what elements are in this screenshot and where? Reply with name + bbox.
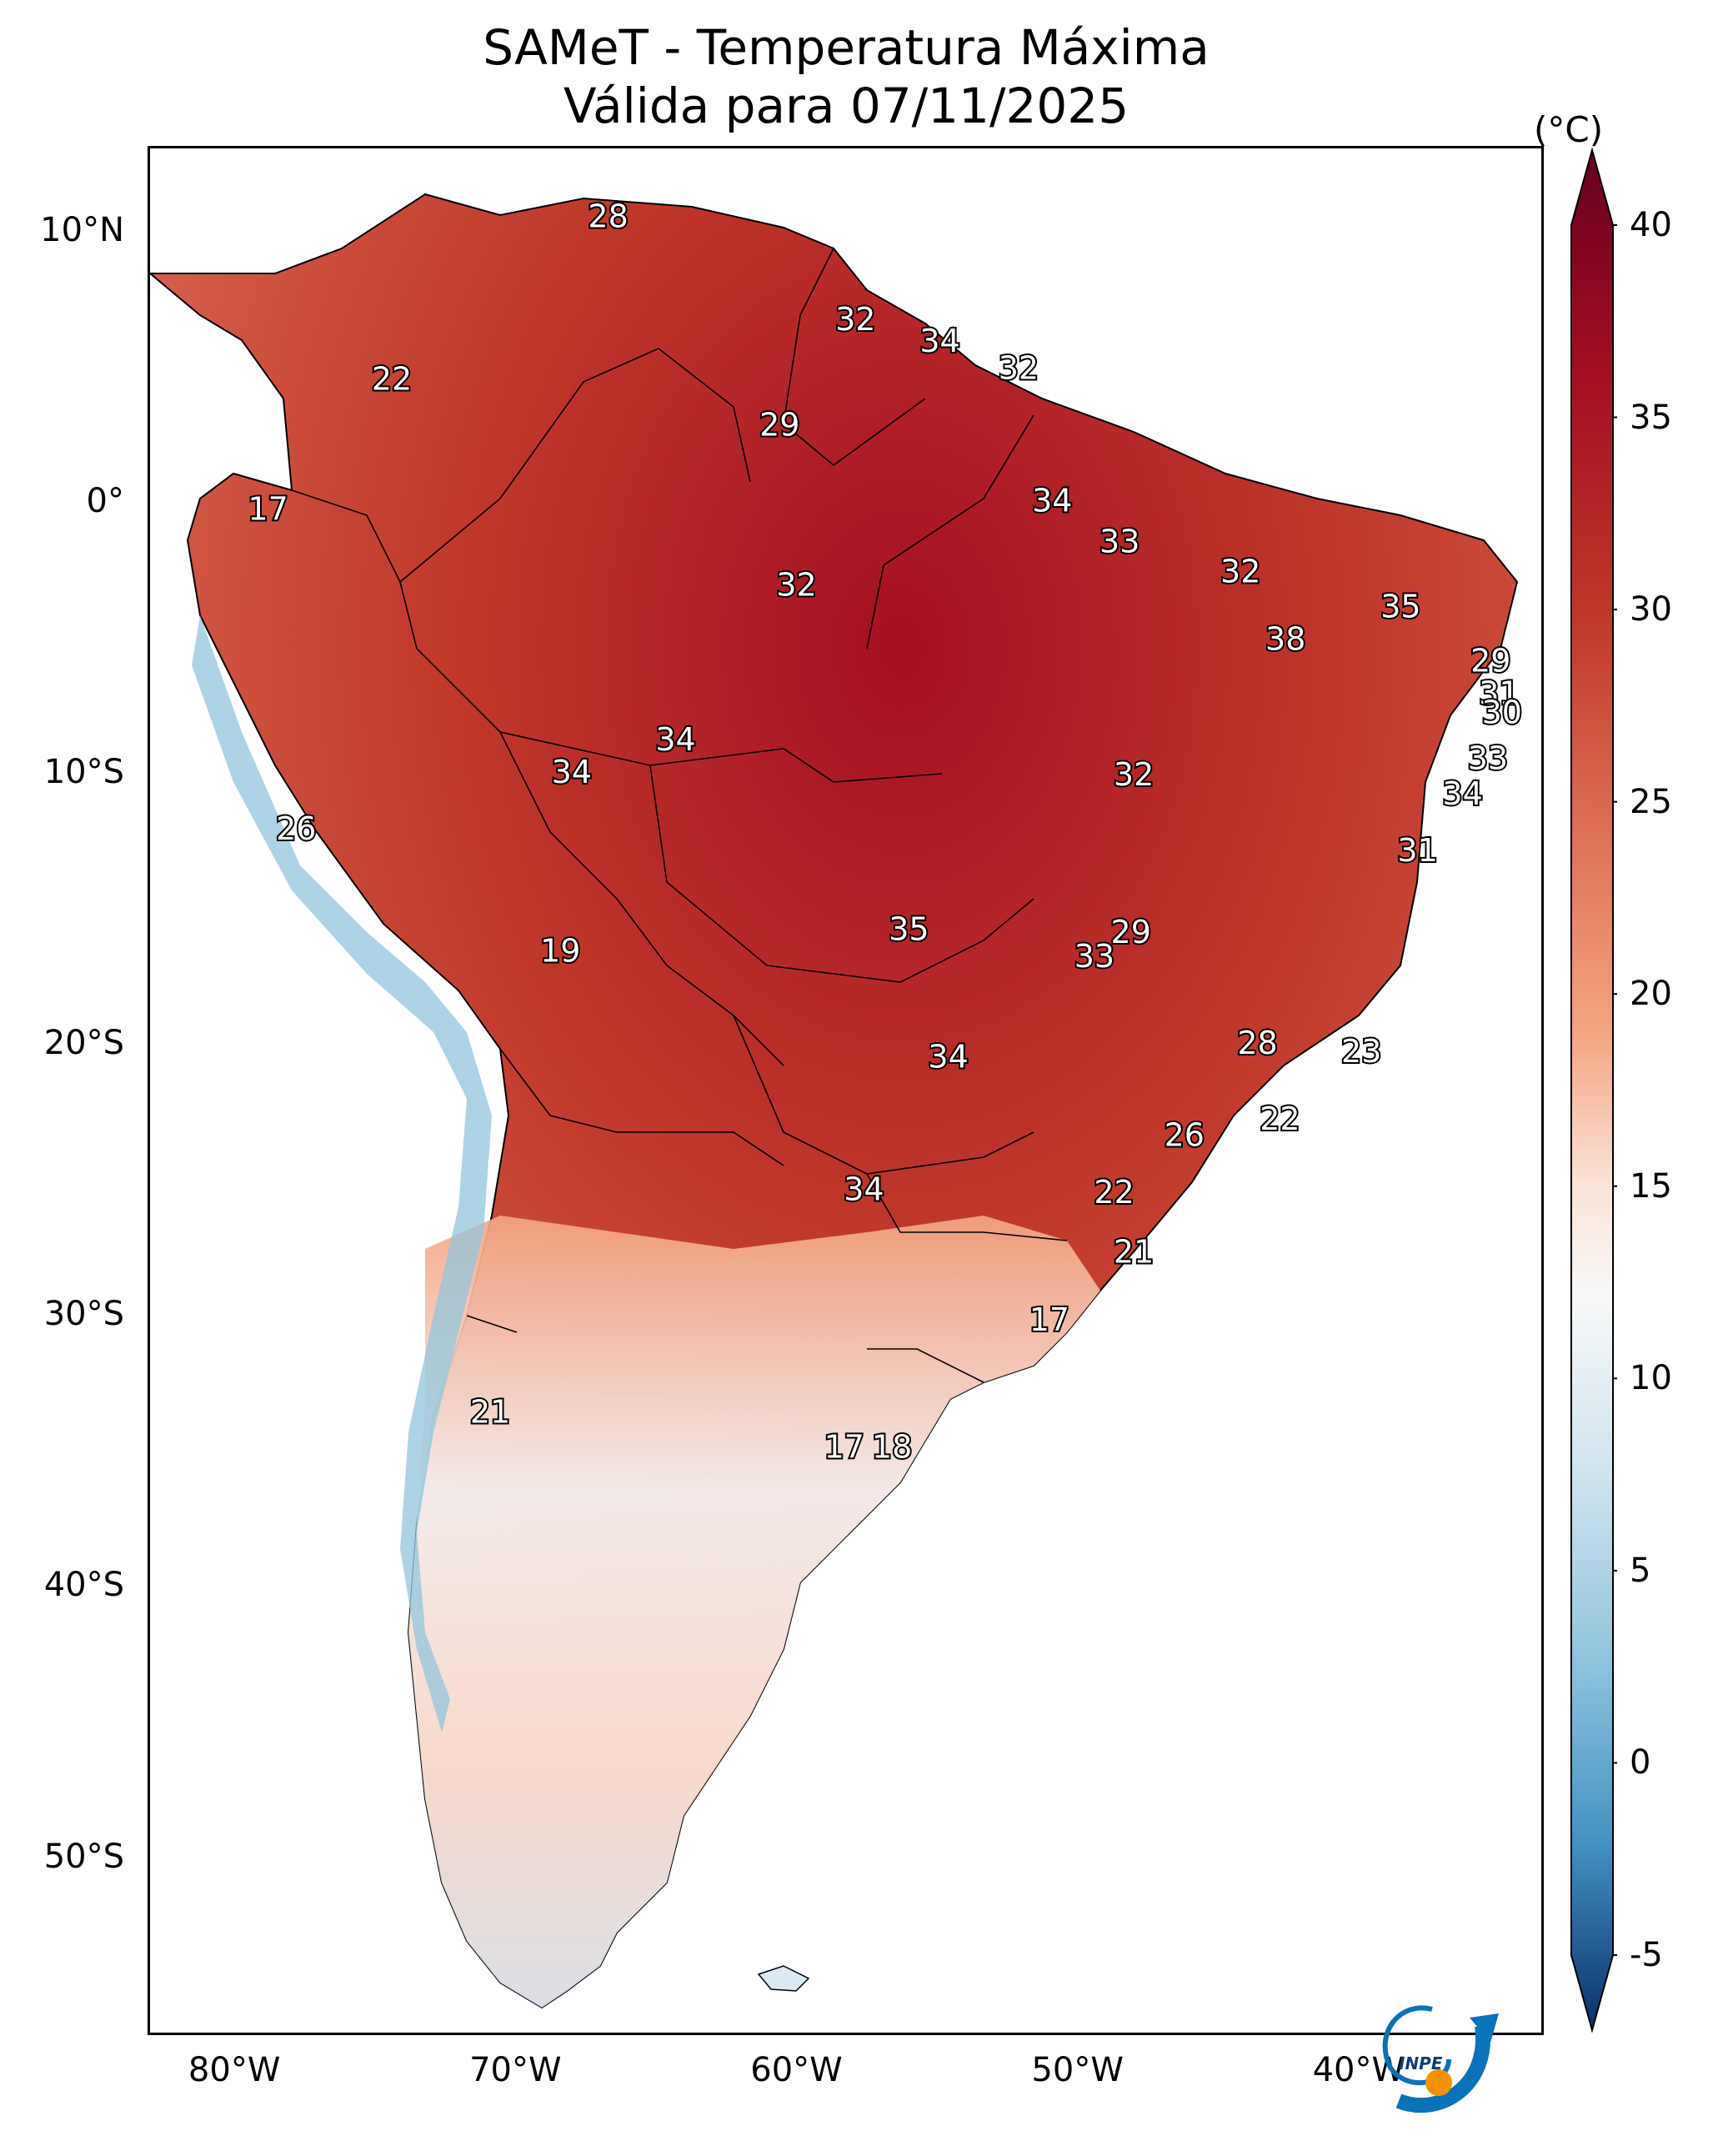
colorbar-tick-label: 15	[1630, 1166, 1672, 1206]
map-area: 28 22 32 34 32 29 17 34 33 32 32 35 38 29 31 30 33 34 34 34…	[148, 146, 1544, 2035]
temperature-label: 22	[1094, 1174, 1134, 1211]
temperature-label: 32	[835, 301, 875, 338]
temperature-label: 35	[1380, 589, 1420, 625]
latitude-tick-label: 0°	[86, 481, 124, 520]
longitude-tick-label: 80°W	[188, 2051, 281, 2089]
temperature-label: 28	[588, 198, 628, 234]
temperature-label: 32	[1220, 553, 1260, 589]
temperature-label: 26	[276, 810, 316, 847]
colorbar-tick-label: -5	[1630, 1936, 1663, 1974]
colorbar-unit: (°C)	[1534, 109, 1604, 150]
temperature-label: 21	[470, 1393, 510, 1430]
temperature-label: 18	[872, 1429, 912, 1466]
temperature-label: 28	[1237, 1025, 1277, 1061]
andes-cool-strip	[192, 615, 492, 1732]
temperature-label: 29	[1111, 914, 1151, 950]
temperature-label: 33	[1074, 938, 1114, 975]
temperature-label: 17	[824, 1429, 864, 1466]
temperature-label: 38	[1265, 621, 1305, 658]
temperature-label: 31	[1479, 675, 1519, 712]
continent-land	[150, 193, 1519, 2009]
temperature-label: 23	[1341, 1033, 1381, 1070]
temperature-label: 31	[1397, 832, 1437, 869]
latitude-tick-label: 10°N	[40, 210, 124, 249]
temperature-label: 34	[1032, 483, 1072, 519]
temperature-label: 33	[1468, 740, 1508, 777]
temperature-label: 35	[889, 911, 929, 948]
colorbar-tick-label: 30	[1630, 590, 1672, 629]
longitude-tick-label: 60°W	[750, 2051, 843, 2089]
latitude-tick-label: 40°S	[43, 1566, 124, 1605]
colorbar-tick-label: 0	[1630, 1743, 1651, 1782]
temperature-label: 33	[1099, 524, 1139, 560]
temperature-label: 32	[776, 567, 816, 604]
colorbar-tick-label: 40	[1630, 206, 1672, 244]
temperature-label: 22	[1260, 1101, 1300, 1137]
temperature-label: 30	[1482, 694, 1522, 730]
temperature-label: 34	[655, 721, 695, 758]
colorbar-tick-label: 25	[1630, 782, 1672, 821]
latitude-tick-label: 10°S	[43, 752, 124, 791]
inpe-logo: INPE	[1382, 2005, 1499, 2113]
temperature-label: 34	[1442, 775, 1482, 812]
temperature-label: 22	[372, 360, 412, 397]
temperature-label: 17	[248, 491, 288, 528]
temperature-label: 29	[759, 407, 799, 444]
falkland-islands	[757, 1965, 810, 1992]
map-subtitle: Válida para 07/11/2025	[563, 78, 1129, 134]
colorbar-scale	[1570, 147, 1614, 2033]
colorbar-tick-label: 20	[1630, 975, 1672, 1014]
temperature-label: 19	[540, 933, 580, 970]
longitude-tick-label: 70°W	[469, 2051, 562, 2089]
map-title: SAMeT - Temperatura Máxima	[483, 19, 1210, 76]
temperature-label: 34	[928, 1038, 968, 1075]
colorbar	[1570, 147, 1617, 2033]
colorbar-tick-label: 10	[1630, 1359, 1672, 1398]
colorbar-tick-label: 5	[1630, 1551, 1651, 1590]
latitude-tick-label: 50°S	[43, 1837, 124, 1876]
longitude-tick-label: 50°W	[1031, 2051, 1124, 2089]
temperature-label: 21	[1114, 1234, 1154, 1271]
country-borders	[291, 248, 1068, 1383]
latitude-tick-label: 30°S	[43, 1295, 124, 1334]
temperature-label: 17	[1029, 1301, 1069, 1338]
temperature-label: 26	[1165, 1117, 1205, 1154]
temperature-label: 34	[844, 1171, 884, 1208]
latitude-tick-label: 20°S	[43, 1024, 124, 1063]
temperature-label: 32	[999, 349, 1039, 386]
temperature-label: 34	[552, 754, 592, 790]
colorbar-tick-label: 35	[1630, 398, 1672, 437]
south-temperate-zone	[408, 1216, 1100, 2008]
inpe-logo-text: INPE	[1399, 2053, 1443, 2073]
temperature-label: 29	[1470, 643, 1510, 679]
temperature-label: 32	[1114, 756, 1154, 793]
temperature-label: 34	[919, 323, 959, 359]
